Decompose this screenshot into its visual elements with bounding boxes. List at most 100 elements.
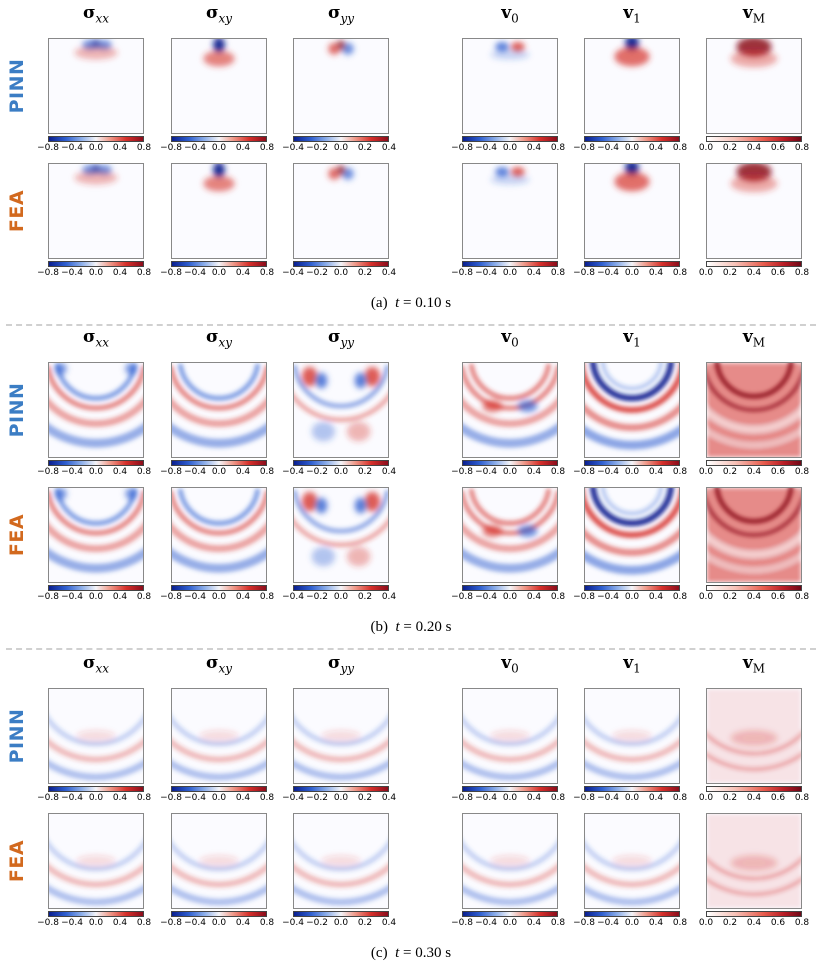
colorbar-tick-label: 0.0 [698,592,714,602]
colorbar-tick-label: 0.4 [648,268,664,278]
colorbar-tick-label: 0.8 [672,918,688,928]
colorbar-tick-label: 0.4 [235,467,251,477]
colorbar-tick-label: 0.4 [648,793,664,803]
colorbar-tick-label: 0.4 [381,467,397,477]
colorbar-tick-label: 0.4 [648,143,664,153]
colorbar-tick-label: 0.0 [698,918,714,928]
colorbar-tick-label: −0.4 [282,143,304,153]
colorbar-ticks: −0.8 −0.4 0.0 0.4 0.8 [451,793,566,805]
colorbar-tick-label: −0.8 [37,918,59,928]
colorbar-ticks: −0.4 −0.2 0.0 0.2 0.4 [282,143,397,155]
field-panel-fea-v0 [462,163,558,259]
column-title-base: σ [82,3,96,23]
caption-label: (b) [370,619,389,635]
field-panel-fea-vM [706,813,802,909]
colorbar-tick-label: 0.4 [526,467,542,477]
column-title-sxy: σxy [171,652,267,679]
caption-unit: s [445,945,452,961]
field-plot [172,840,266,906]
field-panel-pinn-v0 [462,688,558,784]
field-plot [463,840,557,906]
column-title-v0: v0 [462,652,558,679]
colorbar-ticks: 0.0 0.2 0.4 0.6 0.8 [698,467,810,479]
colorbar-tick-label: 0.0 [624,592,640,602]
column-title-sub: 0 [511,661,519,676]
column-title-sub: 0 [511,335,519,350]
field-plot [172,488,266,573]
colorbar-ticks: −0.8 −0.4 0.0 0.4 0.8 [160,592,275,604]
colorbar-tick-label: −0.8 [451,467,473,477]
colorbar-tick-label: 0.6 [770,143,786,153]
column-title-v0: v0 [462,2,558,29]
colorbar [293,460,389,466]
colorbar [48,460,144,466]
colorbar-ticks: −0.8 −0.4 0.0 0.4 0.8 [37,592,152,604]
colorbar-tick-label: 0.4 [526,592,542,602]
colorbar-tick-label: 0.8 [672,143,688,153]
colorbar-tick-label: 0.8 [550,793,566,803]
colorbar [48,585,144,591]
row-label-pinn: PINN [0,688,34,784]
column-title-sub: xy [218,11,233,26]
colorbar-tick-label: −0.4 [475,268,497,278]
colorbar-tick-label: −0.8 [451,592,473,602]
colorbar [584,786,680,792]
field-plot [707,488,801,582]
colorbar-tick-label: 0.0 [333,268,349,278]
column-title-base: σ [205,653,219,673]
field-plot [328,39,354,55]
colorbar [462,460,558,466]
colorbar-tick-label: −0.8 [37,143,59,153]
field-plot [463,715,557,781]
colorbar-ticks: −0.8 −0.4 0.0 0.4 0.8 [573,793,688,805]
column-title-sub: xx [95,661,110,676]
colorbar-tick-label: −0.8 [451,918,473,928]
field-panel-fea-vM [706,487,802,583]
colorbar-tick-label: 0.2 [357,918,373,928]
colorbar-tick-label: −0.8 [160,918,182,928]
colorbar [462,911,558,917]
column-title-sub: 1 [633,11,641,26]
caption-value: 0.10 [415,295,442,311]
colorbar [462,136,558,142]
colorbar-tick-label: 0.8 [259,143,275,153]
colorbar-tick-label: 0.0 [88,143,104,153]
caption-label: (a) [370,295,388,311]
column-title-base: v [623,653,634,673]
colorbar-tick-label: 0.4 [746,793,762,803]
column-title-base: σ [327,653,341,673]
column-title-sub: xy [218,661,233,676]
colorbar-ticks: −0.8 −0.4 0.0 0.4 0.8 [37,467,152,479]
colorbar-tick-label: 0.6 [770,467,786,477]
field-panel-fea-syy [293,487,389,583]
colorbar-tick-label: 0.6 [770,592,786,602]
colorbar-ticks: 0.0 0.2 0.4 0.6 0.8 [698,143,810,155]
colorbar-ticks: −0.8 −0.4 0.0 0.4 0.8 [160,467,275,479]
colorbar-tick-label: 0.0 [502,918,518,928]
colorbar-tick-label: −0.2 [306,268,328,278]
colorbar-tick-label: −0.8 [37,268,59,278]
colorbar-tick-label: −0.4 [61,467,83,477]
field-panel-fea-v1 [584,813,680,909]
field-plot [585,363,679,450]
colorbar-tick-label: 0.0 [211,793,227,803]
colorbar-ticks: −0.8 −0.4 0.0 0.4 0.8 [37,918,152,930]
column-title-sub: 1 [633,661,641,676]
row-label-text: FEA [6,839,28,883]
field-panel-pinn-syy [293,362,389,458]
field-panel-pinn-v1 [584,688,680,784]
field-plot [294,364,388,442]
colorbar-tick-label: 0.0 [698,793,714,803]
field-plot [328,164,354,180]
field-plot [490,41,530,60]
colorbar-tick-label: 0.0 [88,467,104,477]
colorbar [171,585,267,591]
colorbar [706,911,802,917]
field-panel-fea-v1 [584,487,680,583]
colorbar-tick-label: 0.2 [722,268,738,278]
colorbar-tick-label: 0.8 [259,918,275,928]
colorbar-tick-label: 0.8 [794,467,810,477]
caption-value: 0.30 [415,945,442,961]
colorbar-tick-label: 0.0 [211,592,227,602]
colorbar-tick-label: 0.4 [648,918,664,928]
